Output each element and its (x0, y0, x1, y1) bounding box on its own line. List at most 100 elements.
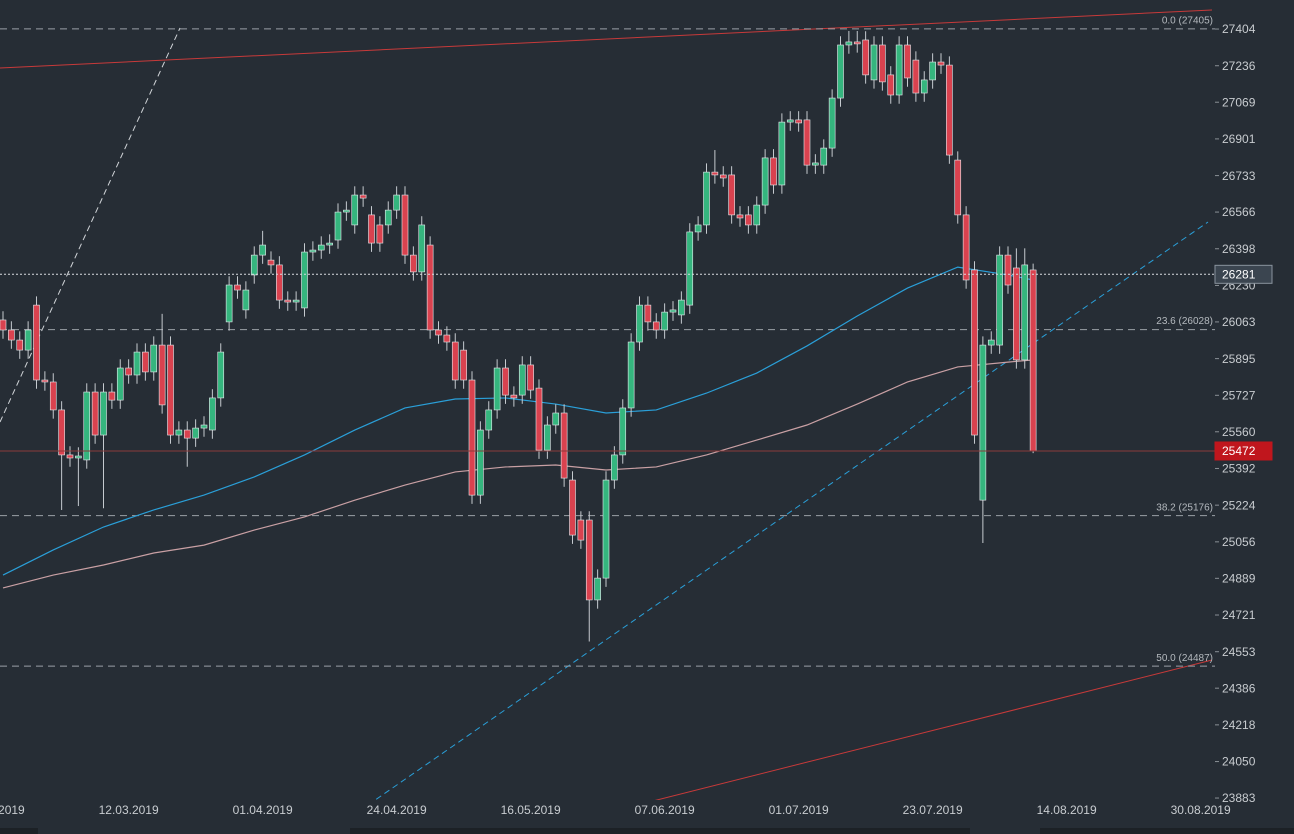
fib-level-label: 50.0 (24487) (1156, 653, 1213, 664)
candle-body (33, 304, 40, 381)
candle-body (116, 367, 124, 401)
candle-body (585, 519, 593, 601)
candle-body (535, 387, 543, 451)
candle-body (644, 304, 652, 323)
trend-line (0, 27, 181, 423)
candle-body (602, 479, 610, 579)
x-tick-label: 01.07.2019 (769, 803, 829, 817)
candle-body (175, 429, 183, 436)
candle-body (920, 79, 928, 94)
candle-body (678, 299, 685, 316)
y-tick-label: 24553 (1222, 645, 1256, 659)
y-tick-label: 24889 (1222, 571, 1256, 585)
fib-level-label: 0.0 (27405) (1162, 15, 1213, 26)
candle-body (91, 391, 99, 436)
candle-body (929, 61, 936, 81)
candle-body (49, 381, 57, 411)
candle-body (502, 367, 509, 396)
candle-body (987, 339, 995, 346)
candle-body (652, 321, 660, 331)
candle-body (443, 334, 451, 343)
candle-body (217, 351, 225, 399)
candle-body (544, 424, 551, 451)
y-tick-label: 23883 (1222, 791, 1256, 805)
candle-body (200, 424, 208, 429)
candle-body (719, 174, 727, 179)
candle-body (996, 254, 1003, 346)
candle-body (183, 429, 191, 439)
candle-body (8, 329, 15, 341)
candle-body (510, 394, 518, 399)
candle-body (142, 351, 149, 373)
candle-body (694, 224, 702, 233)
candle-body (803, 119, 811, 166)
candle-body (351, 194, 359, 226)
candle-body (527, 364, 534, 391)
candle-body (384, 209, 392, 226)
candle-body (410, 254, 417, 273)
candle-body (569, 479, 576, 536)
candle-body (703, 171, 710, 226)
candle-body (795, 119, 802, 124)
candle-body (192, 427, 199, 439)
candle-body (728, 174, 735, 216)
candle-body (66, 454, 74, 459)
price-label: 25472 (1222, 444, 1256, 458)
y-tick-label: 26398 (1222, 242, 1256, 256)
candle-body (259, 244, 266, 256)
candle-body (862, 39, 869, 76)
candle-body (736, 214, 744, 219)
y-tick-label: 27236 (1222, 59, 1256, 73)
candle-body (627, 341, 635, 409)
candle-body (745, 214, 752, 226)
candle-body (401, 194, 409, 256)
x-tick-label: 16.05.2019 (501, 803, 561, 817)
candle-body (108, 391, 116, 401)
candle-body (820, 147, 828, 166)
y-tick-label: 26063 (1222, 315, 1256, 329)
y-tick-label: 24386 (1222, 681, 1256, 695)
y-tick-label: 24218 (1222, 718, 1256, 732)
price-box (1214, 441, 1273, 461)
candle-body (1021, 264, 1029, 361)
candle-body (368, 214, 375, 244)
candle-body (937, 61, 945, 66)
candle-body (912, 59, 920, 94)
candle-body (853, 41, 861, 45)
y-tick-label: 25224 (1222, 498, 1256, 512)
candle-body (242, 289, 250, 311)
candle-body (778, 121, 786, 186)
candle-body (393, 194, 400, 211)
x-tick-label: 14.08.2019 (1037, 803, 1097, 817)
candle-body (946, 64, 953, 156)
candle-body (552, 412, 560, 426)
candle-body (309, 249, 317, 253)
candle-body (954, 159, 962, 216)
trend-line (0, 9, 1213, 69)
candle-body (100, 391, 107, 436)
candle-body (267, 259, 275, 266)
y-tick-label: 26733 (1222, 169, 1256, 183)
candle-body (150, 344, 158, 373)
candle-body (812, 162, 819, 166)
candle-body (870, 44, 878, 81)
x-tick-label: 01.04.2019 (233, 803, 293, 817)
y-tick-label: 25727 (1222, 388, 1256, 402)
candle-body (426, 244, 434, 331)
candle-body (761, 157, 769, 206)
plot-area (0, 28, 1215, 667)
candle-body (343, 209, 350, 213)
candle-body (971, 269, 978, 436)
candle-body (468, 379, 476, 496)
candle-body (16, 339, 24, 351)
candle-body (225, 284, 233, 323)
candle-body (276, 264, 283, 301)
trend-line (374, 221, 1209, 800)
scroll-strip (1040, 828, 1294, 834)
candle-body (234, 284, 241, 291)
candle-body (317, 244, 325, 251)
candle-body (334, 211, 342, 241)
candle-body (209, 397, 216, 431)
price-label: 26281 (1222, 267, 1256, 281)
